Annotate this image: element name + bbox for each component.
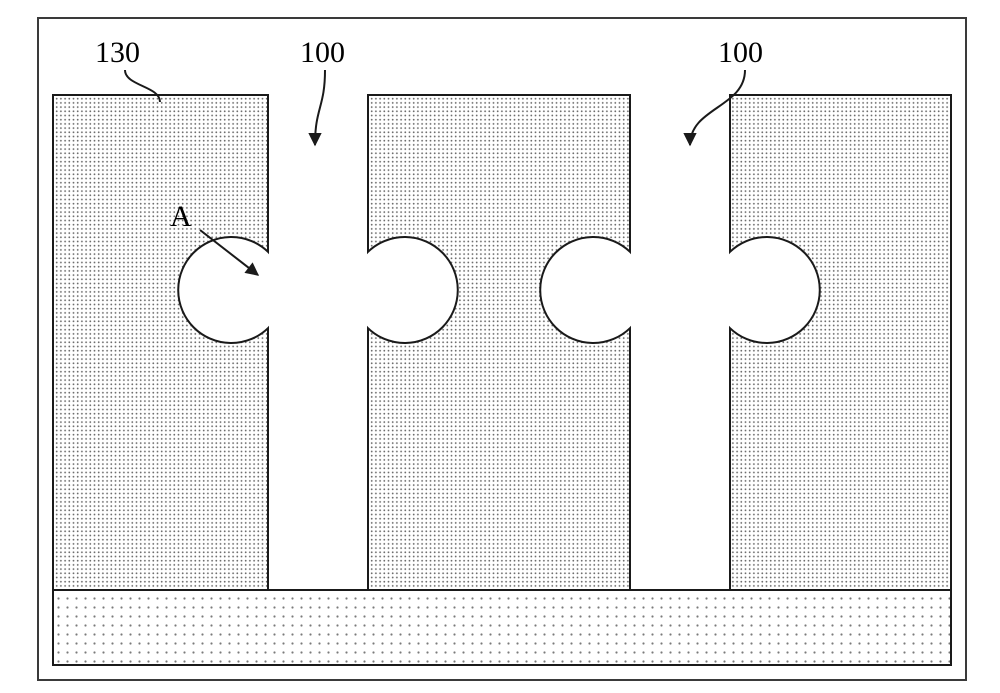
label-lbl100b: 100 xyxy=(718,36,763,70)
label-lblA: A xyxy=(170,200,192,234)
label-lbl130: 130 xyxy=(95,36,140,70)
pillar xyxy=(368,95,630,590)
pillar xyxy=(730,95,951,590)
pillar xyxy=(53,95,268,590)
label-lbl100a: 100 xyxy=(300,36,345,70)
